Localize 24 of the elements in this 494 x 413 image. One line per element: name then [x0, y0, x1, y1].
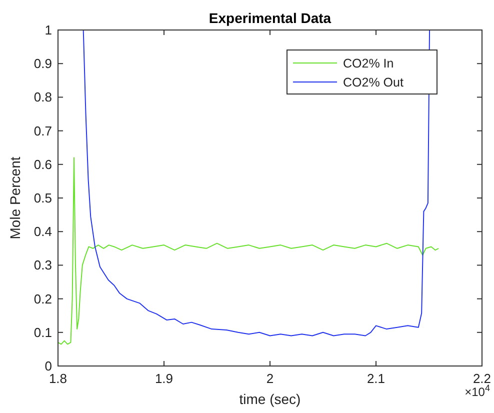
- y-axis-title: Mole Percent: [7, 156, 23, 240]
- y-tick-label: 0.6: [34, 156, 52, 172]
- x-axis-title: time (sec): [239, 391, 301, 407]
- legend-label: CO2% In: [343, 56, 394, 70]
- y-tick-label: 0.1: [34, 324, 52, 340]
- line-series: [58, 157, 440, 345]
- y-tick-label: 0: [44, 358, 52, 374]
- x-tick-label: 1.8: [48, 371, 68, 386]
- y-tick-label: 0.8: [34, 90, 52, 105]
- y-tick-label: 0.5: [34, 190, 52, 206]
- x-tick-label: 2.1: [366, 371, 386, 386]
- y-tick-label: 1: [44, 22, 52, 38]
- y-tick-label: 0.3: [34, 258, 52, 273]
- y-tick-label: 0.2: [34, 291, 52, 306]
- x-tick-label: 2.2: [472, 371, 492, 386]
- y-tick-label: 0.7: [34, 123, 52, 138]
- y-tick-label: 0.4: [34, 224, 52, 240]
- x-tick-label: 2: [266, 371, 274, 386]
- chart-title: Experimental Data: [208, 10, 332, 26]
- y-tick-label: 0.9: [34, 56, 52, 72]
- x-tick-label: 1.9: [154, 371, 174, 386]
- line-series: [82, 30, 430, 336]
- text: ×10$^{4}$: [464, 383, 490, 399]
- legend-label: CO2% Out: [343, 76, 404, 90]
